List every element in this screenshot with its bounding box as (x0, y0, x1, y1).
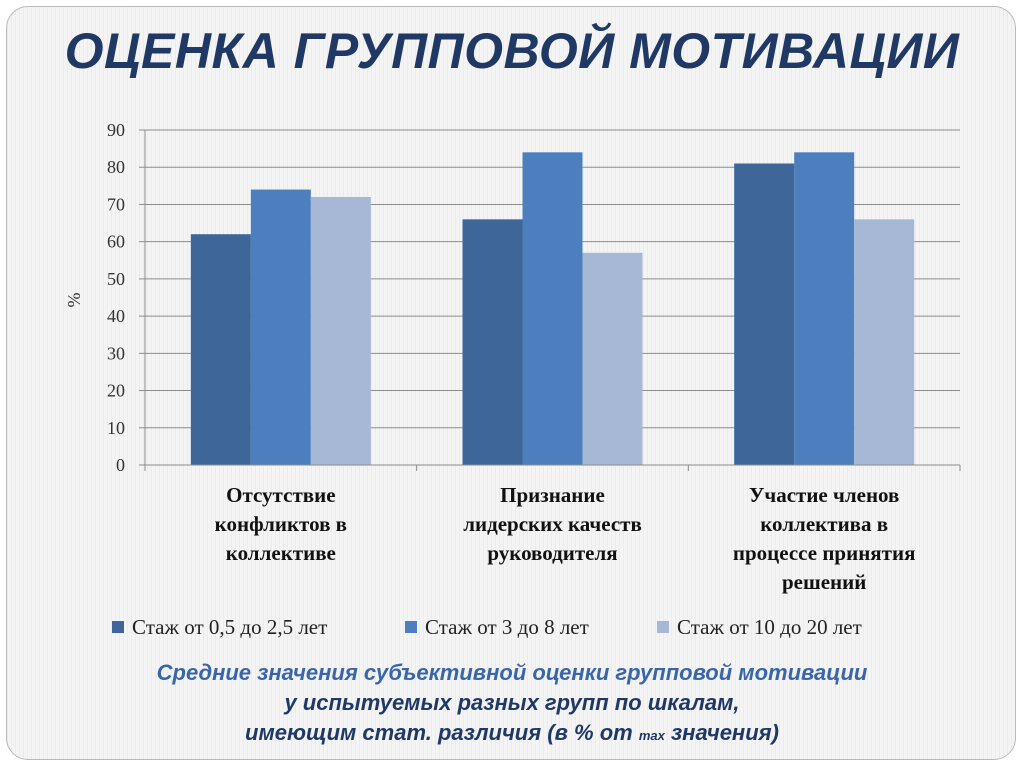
category-label: коллектива в (760, 512, 888, 536)
bar-3-2 (582, 252, 643, 465)
bar-3-3 (854, 219, 915, 465)
page-title: ОЦЕНКА ГРУППОВОЙ МОТИВАЦИИ (64, 23, 960, 79)
caption-max-word: max (638, 728, 665, 743)
chart-caption: Средние значения субъективной оценки гру… (0, 658, 1024, 751)
legend-swatch-1 (112, 621, 124, 633)
caption-line-2: у испытуемых разных групп по шкалам, (284, 690, 740, 715)
caption-line-3-end: значения) (664, 720, 779, 745)
caption-line-3-start: имеющим стат. различия (в % от (245, 720, 639, 745)
y-tick-label: 10 (107, 418, 125, 438)
category-label: процессе принятия (733, 541, 916, 565)
legend-swatch-2 (405, 621, 417, 633)
y-tick-label: 60 (107, 232, 125, 252)
y-axis-label: % (64, 293, 84, 308)
category-label: Отсутствие (226, 483, 335, 507)
bar-1-3 (734, 163, 795, 465)
category-label: конфликтов в (215, 512, 347, 536)
legend-label-2: Стаж от 3 до 8 лет (425, 615, 589, 639)
category-label: Участие членов (749, 483, 899, 507)
bar-1-2 (462, 219, 523, 465)
bar-2-2 (522, 152, 583, 466)
y-tick-label: 90 (107, 120, 125, 140)
y-tick-label: 80 (107, 157, 125, 177)
category-label: лидерских качеств (463, 512, 642, 536)
category-label: решений (782, 570, 866, 594)
bar-2-3 (794, 152, 855, 466)
category-label: руководителя (487, 541, 617, 565)
y-tick-label: 20 (107, 381, 125, 401)
legend-label-1: Стаж от 0,5 до 2,5 лет (132, 615, 327, 639)
caption-line-1: Средние значения субъективной оценки гру… (156, 660, 868, 685)
y-tick-label: 40 (107, 306, 125, 326)
category-label: Признание (500, 483, 605, 507)
y-tick-label: 50 (107, 269, 125, 289)
legend-swatch-3 (657, 621, 669, 633)
bar-1-1 (190, 234, 251, 465)
legend-label-3: Стаж от 10 до 20 лет (677, 615, 862, 639)
category-label: коллективе (226, 541, 336, 565)
bar-3-1 (310, 197, 371, 465)
bar-2-1 (250, 189, 311, 466)
caption-line-3: имеющим стат. различия (в % от max значе… (0, 718, 1024, 751)
y-tick-label: 0 (116, 455, 125, 475)
y-tick-label: 30 (107, 343, 125, 363)
y-tick-label: 70 (107, 194, 125, 214)
